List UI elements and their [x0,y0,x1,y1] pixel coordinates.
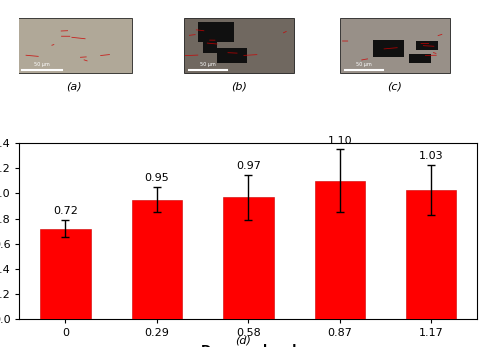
Text: (d): (d) [236,335,251,345]
Text: 50 µm: 50 µm [34,62,50,67]
Bar [406,190,456,319]
Bar [132,200,182,319]
Bar [409,54,431,64]
Bar [184,18,294,73]
X-axis label: Damage level: Damage level [201,344,296,347]
Text: 50 µm: 50 µm [356,62,372,67]
Text: 0.95: 0.95 [145,174,169,184]
Bar [373,40,404,57]
Bar [217,49,246,63]
Bar [416,41,437,50]
Bar [340,18,450,73]
Bar [203,32,218,53]
Bar [315,181,365,319]
Text: (c): (c) [388,82,402,92]
Bar [223,197,274,319]
Text: 1.10: 1.10 [328,136,352,146]
Bar [40,229,91,319]
Bar [17,18,131,73]
Text: 0.72: 0.72 [53,206,78,216]
Text: (b): (b) [231,82,247,92]
Text: 50 µm: 50 µm [200,62,216,67]
Bar [199,22,234,42]
Text: 1.03: 1.03 [419,151,444,161]
Text: 0.97: 0.97 [236,161,261,171]
Text: (a): (a) [67,82,82,92]
